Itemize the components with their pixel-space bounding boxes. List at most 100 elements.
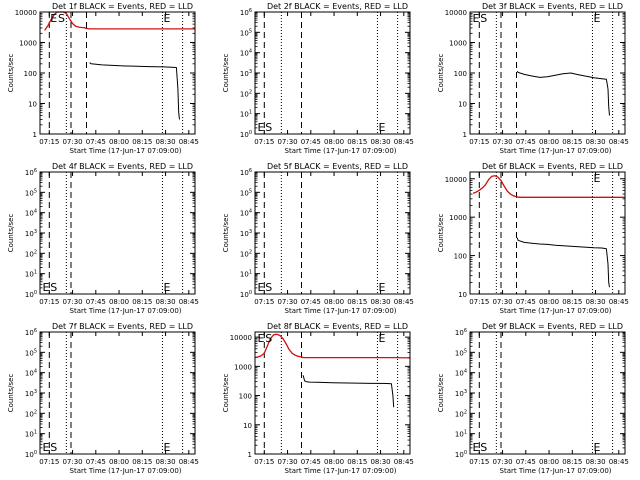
chart-panel-6: Det 6f BLACK = Events, RED = LLD Counts/s…: [437, 162, 629, 315]
x-tick-label: 07:15: [39, 458, 59, 466]
x-tick-label: 07:30: [277, 298, 297, 306]
x-axis-label: Start Time (17-Jun-17 07:09:00): [500, 147, 612, 155]
x-tick-label: 08:15: [562, 298, 582, 306]
y-axis-label: Counts/sec: [222, 54, 230, 93]
events-series-line: [516, 237, 610, 288]
x-tick-label: 07:30: [492, 138, 512, 146]
panel-title: Det 9f BLACK = Events, RED = LLD: [482, 322, 623, 331]
x-axis-label: Start Time (17-Jun-17 07:09:00): [285, 307, 397, 315]
x-tick-label: 08:00: [539, 298, 559, 306]
event-letter: E: [163, 12, 170, 25]
y-tick-label: 101: [25, 270, 37, 279]
x-tick-label: 08:45: [179, 458, 199, 466]
x-tick-label: 08:00: [324, 298, 344, 306]
x-tick-label: 08:15: [562, 458, 582, 466]
plot-frame: [469, 331, 626, 455]
event-letter: E: [258, 281, 265, 294]
y-tick-label: 1000: [234, 363, 252, 371]
plot-frame: [254, 171, 411, 295]
x-axis-label: Start Time (17-Jun-17 07:09:00): [285, 467, 397, 475]
x-tick-label: 08:30: [155, 298, 175, 306]
event-letter: S: [58, 12, 65, 25]
y-tick-label: 105: [240, 188, 252, 197]
plot-frame: [39, 11, 196, 135]
panel-title: Det 2f BLACK = Events, RED = LLD: [267, 2, 408, 11]
chart-panel-5: Det 5f BLACK = Events, RED = LLD Counts/s…: [222, 162, 414, 315]
x-tick-label: 08:00: [109, 298, 129, 306]
y-tick-label: 100: [25, 450, 37, 459]
y-tick-label: 105: [25, 348, 37, 357]
y-axis-label: Counts/sec: [437, 54, 445, 93]
event-letter: E: [163, 281, 170, 294]
y-tick-label: 104: [25, 369, 37, 378]
event-letter: E: [593, 12, 600, 25]
event-letter: S: [50, 281, 57, 294]
chart-panel-3: Det 3f BLACK = Events, RED = LLD Counts/s…: [437, 2, 629, 155]
x-tick-label: 07:45: [86, 298, 106, 306]
y-tick-label: 103: [455, 389, 467, 398]
x-tick-label: 07:15: [254, 138, 274, 146]
x-tick-label: 08:45: [609, 298, 629, 306]
x-axis-label: Start Time (17-Jun-17 07:09:00): [70, 467, 182, 475]
y-tick-label: 101: [25, 430, 37, 439]
y-tick-label: 105: [455, 348, 467, 357]
panel-title: Det 3f BLACK = Events, RED = LLD: [482, 2, 623, 11]
event-letter: E: [43, 281, 50, 294]
event-letter: S: [265, 281, 272, 294]
event-letter: S: [480, 12, 487, 25]
x-tick-label: 08:00: [539, 138, 559, 146]
y-tick-label: 103: [25, 389, 37, 398]
x-tick-label: 07:15: [254, 298, 274, 306]
y-tick-label: 1000: [19, 40, 37, 48]
event-letter: E: [378, 332, 385, 345]
y-tick-label: 105: [25, 188, 37, 197]
x-tick-label: 07:45: [301, 138, 321, 146]
event-letter: E: [43, 441, 50, 454]
x-tick-label: 08:00: [324, 138, 344, 146]
x-tick-label: 07:15: [39, 138, 59, 146]
x-tick-label: 08:30: [585, 298, 605, 306]
y-tick-label: 101: [455, 430, 467, 439]
event-letter: S: [480, 441, 487, 454]
panel-title: Det 8f BLACK = Events, RED = LLD: [267, 322, 408, 331]
event-letter: E: [378, 121, 385, 134]
plot-frame: [39, 331, 196, 455]
event-letter: E: [473, 441, 480, 454]
y-tick-label: 1: [248, 451, 252, 459]
event-letter: E: [163, 441, 170, 454]
event-letter: E: [258, 121, 265, 134]
x-tick-label: 08:00: [324, 458, 344, 466]
y-tick-label: 103: [240, 69, 252, 78]
x-tick-label: 08:15: [132, 298, 152, 306]
x-tick-label: 07:30: [277, 138, 297, 146]
x-tick-label: 08:30: [585, 458, 605, 466]
y-tick-label: 106: [25, 328, 37, 337]
x-tick-label: 07:30: [492, 298, 512, 306]
chart-panel-2: Det 2f BLACK = Events, RED = LLD Counts/s…: [222, 2, 414, 155]
plot-frame: [469, 171, 626, 295]
x-tick-label: 08:15: [132, 458, 152, 466]
x-tick-label: 08:45: [609, 458, 629, 466]
y-tick-label: 104: [240, 49, 252, 58]
y-tick-label: 100: [239, 393, 252, 401]
y-tick-label: 106: [455, 328, 467, 337]
y-tick-label: 1: [463, 131, 467, 139]
x-tick-label: 07:30: [277, 458, 297, 466]
x-tick-label: 07:30: [62, 138, 82, 146]
x-axis-label: Start Time (17-Jun-17 07:09:00): [500, 467, 612, 475]
x-tick-label: 08:00: [109, 138, 129, 146]
events-series-line: [302, 375, 395, 408]
x-tick-label: 07:45: [86, 138, 106, 146]
x-tick-label: 08:30: [370, 298, 390, 306]
x-tick-label: 07:30: [62, 458, 82, 466]
x-axis-label: Start Time (17-Jun-17 07:09:00): [500, 307, 612, 315]
x-tick-label: 08:45: [609, 138, 629, 146]
y-tick-label: 10: [28, 101, 37, 109]
x-tick-label: 07:15: [39, 298, 59, 306]
y-tick-label: 100: [240, 130, 252, 139]
events-series-line: [89, 62, 180, 120]
x-axis-label: Start Time (17-Jun-17 07:09:00): [70, 307, 182, 315]
x-tick-label: 08:15: [347, 138, 367, 146]
chart-panel-1: Det 1f BLACK = Events, RED = LLD Counts/s…: [7, 2, 199, 155]
x-tick-label: 08:15: [347, 298, 367, 306]
